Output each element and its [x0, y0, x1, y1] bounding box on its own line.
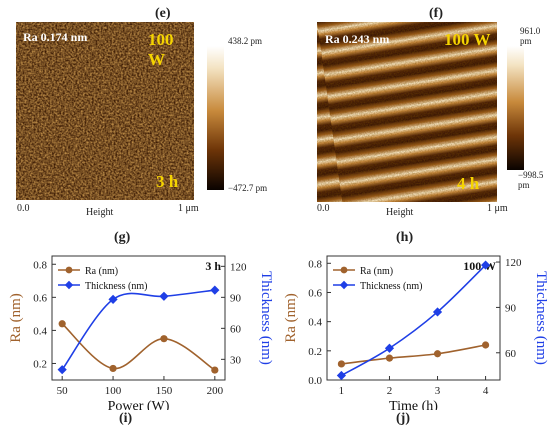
y-left-axis-label-h: Ra (nm)	[283, 293, 299, 343]
series-line-ra-g	[61, 323, 216, 371]
x-end-label-e: 1 μm	[178, 203, 199, 214]
x-start-label-f: 0.0	[317, 203, 330, 214]
scale-max-label-e: 438.2 pm	[228, 36, 263, 46]
data-point-ra-g	[160, 335, 168, 343]
series-line-thickness-g	[61, 289, 215, 371]
afm-image-f: Ra 0.243 nm 100 W 4 h	[317, 22, 497, 202]
data-point-ra-h	[385, 354, 394, 362]
height-caption-f: Height	[386, 207, 414, 218]
data-point-ra-h	[433, 350, 442, 358]
y-right-tick-label-g: 120	[230, 261, 247, 273]
legend-marker-thickness-h	[339, 280, 349, 290]
time-tag-e: 3 h	[156, 172, 179, 191]
y-right-tick-label-h: 120	[505, 257, 522, 269]
data-point-thickness-g	[159, 291, 169, 301]
y-left-tick-label-g: 0.4	[33, 325, 47, 337]
y-left-tick-label-h: 0.2	[308, 346, 322, 358]
data-point-ra-g	[211, 366, 219, 374]
legend-marker-thickness-g	[64, 280, 74, 290]
y-left-tick-label-h: 0.8	[308, 258, 322, 270]
power-tag-e: 100 W	[148, 30, 174, 69]
chart-tag-h: 100 W	[463, 259, 496, 273]
afm-image-e: Ra 0.174 nm 100 W 3 h	[16, 22, 194, 200]
plot-frame-g	[51, 255, 226, 381]
y-left-axis-label-g: Ra (nm)	[8, 293, 24, 343]
data-point-ra-g	[58, 320, 66, 328]
panel-label-f: (f)	[429, 6, 443, 21]
scale-min-label-e: −472.7 pm	[228, 183, 268, 193]
legend-label-g: Ra (nm)	[85, 266, 118, 277]
data-point-thickness-g	[57, 365, 67, 375]
time-tag-f: 4 h	[457, 174, 480, 193]
x-tick-label-g: 200	[207, 385, 224, 397]
y-right-tick-label-g: 60	[230, 323, 242, 335]
roughness-text-e: Ra 0.174 nm	[23, 30, 88, 44]
series-line-thickness-h	[341, 264, 487, 377]
power-tag-f: 100 W	[444, 30, 491, 49]
x-start-label-e: 0.0	[17, 203, 30, 214]
plot-frame-h	[326, 255, 501, 381]
panel-label-e: (e)	[155, 6, 171, 21]
data-point-ra-h	[337, 360, 346, 368]
legend-label-h: Thickness (nm)	[360, 281, 423, 292]
panel-label-j: (j)	[396, 411, 410, 426]
legend-marker-ra-h	[340, 266, 348, 274]
chart-power: 50 100 150 200 0.2 0.4 0.6 0.8 30 60 90 120 Power (W…	[8, 255, 274, 410]
x-tick-label-h: 1	[339, 385, 345, 397]
color-scale-bar-f	[507, 46, 524, 170]
data-point-thickness-h	[336, 370, 347, 381]
y-left-tick-label-h: 0.4	[308, 317, 322, 329]
y-right-tick-label-g: 30	[230, 354, 242, 366]
data-point-thickness-h	[384, 343, 395, 353]
x-tick-label-g: 150	[156, 385, 173, 397]
series-line-ra-h	[341, 344, 486, 365]
chart-tag-g: 3 h	[205, 259, 221, 273]
y-left-tick-label-g: 0.2	[33, 358, 47, 370]
y-left-tick-label-g: 0.6	[33, 292, 47, 304]
y-right-tick-label-h: 60	[505, 348, 517, 360]
panel-label-g: (g)	[114, 230, 131, 245]
x-axis-label-h: Time (h)	[389, 399, 438, 410]
x-axis-label-g: Power (W)	[108, 399, 170, 410]
data-point-thickness-h	[432, 307, 443, 317]
afm-texture-e	[16, 22, 194, 200]
data-point-ra-h	[481, 341, 490, 349]
scale-max-label-f: 961.0 pm	[520, 26, 541, 46]
panel-label-i: (i)	[119, 411, 133, 426]
y-left-tick-label-h: 0.0	[308, 375, 322, 387]
y-right-tick-label-g: 90	[230, 292, 242, 304]
legend-marker-ra-g	[65, 266, 73, 274]
y-left-tick-label-g: 0.8	[33, 259, 47, 271]
chart-time: 1 2 3 4 0.0 0.2 0.4 0.6 0.8 60 90 120 Time (h) Ra (nm…	[283, 255, 549, 410]
data-point-thickness-g	[210, 285, 220, 295]
x-tick-label-h: 4	[483, 385, 489, 397]
x-tick-label-h: 2	[387, 385, 393, 397]
x-tick-label-g: 50	[57, 385, 69, 397]
y-right-tick-label-h: 90	[505, 302, 517, 314]
legend-label-g: Thickness (nm)	[85, 281, 148, 292]
x-end-label-f: 1 μm	[487, 203, 508, 214]
legend-label-h: Ra (nm)	[360, 266, 393, 277]
data-point-ra-g	[109, 364, 117, 373]
roughness-text-f: Ra 0.243 nm	[325, 32, 390, 46]
x-tick-label-g: 100	[105, 385, 122, 397]
y-right-axis-label-g: Thickness (nm)	[258, 271, 274, 365]
y-right-axis-label-h: Thickness (nm)	[533, 271, 549, 365]
color-scale-bar-e	[207, 46, 224, 190]
scale-min-label-f: −998.5 pm	[518, 170, 544, 190]
height-caption-e: Height	[86, 207, 114, 218]
afm-texture-f	[317, 22, 497, 202]
x-tick-label-h: 3	[435, 385, 441, 397]
y-left-tick-label-h: 0.6	[308, 287, 322, 299]
panel-label-h: (h)	[396, 230, 414, 245]
